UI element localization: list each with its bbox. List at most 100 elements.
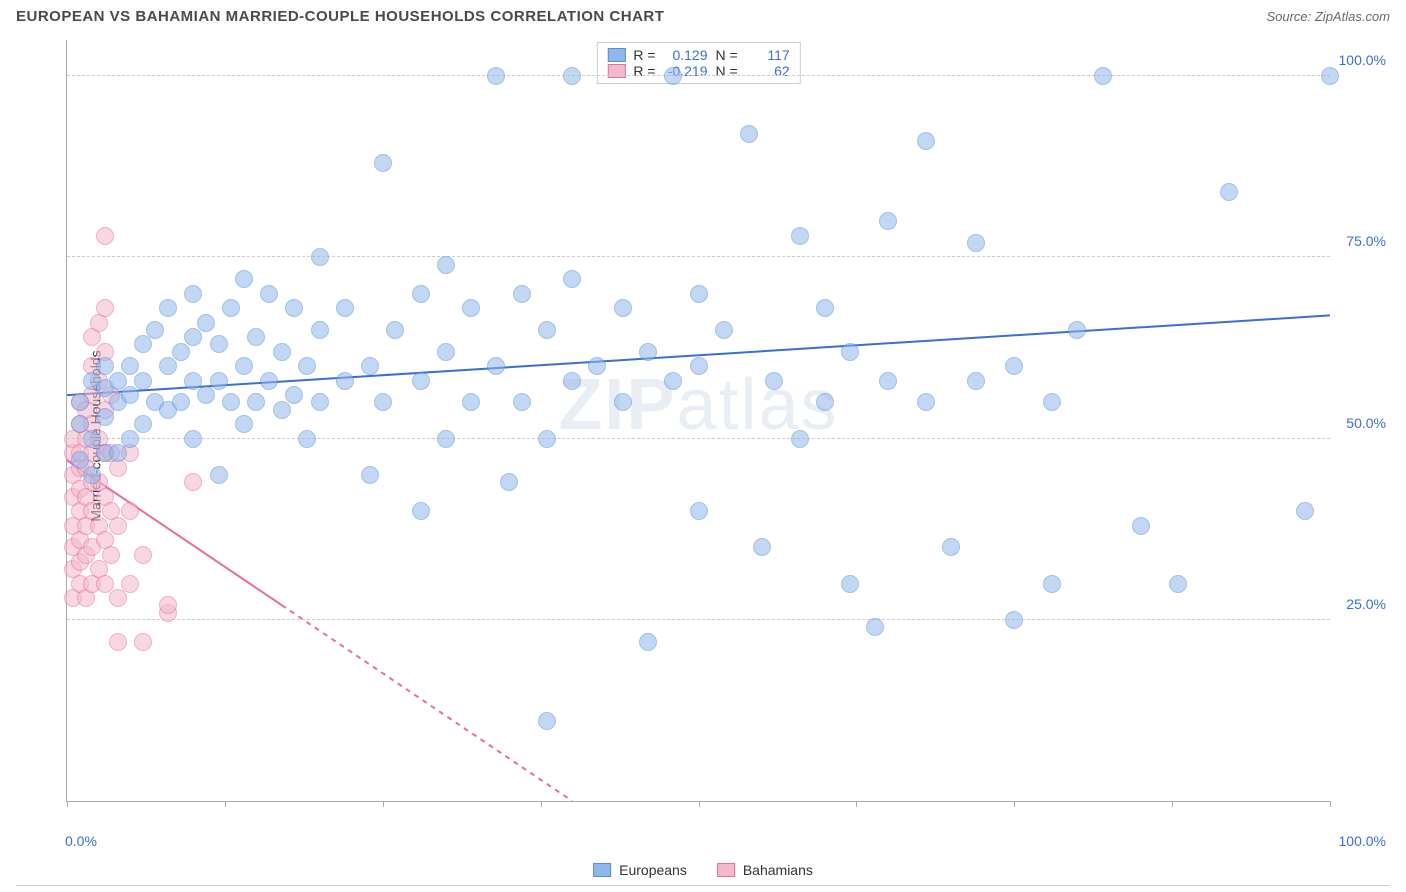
scatter-point xyxy=(96,408,114,426)
scatter-point xyxy=(1068,321,1086,339)
scatter-point xyxy=(172,393,190,411)
scatter-point xyxy=(1043,575,1061,593)
legend-label: Europeans xyxy=(619,862,687,878)
scatter-point xyxy=(235,270,253,288)
scatter-point xyxy=(500,473,518,491)
scatter-point xyxy=(1169,575,1187,593)
scatter-point xyxy=(967,234,985,252)
scatter-point xyxy=(109,589,127,607)
legend-label: Bahamians xyxy=(743,862,813,878)
scatter-point xyxy=(336,299,354,317)
stats-row: R =-0.219N =62 xyxy=(607,63,789,79)
x-tick xyxy=(67,801,68,807)
r-label: R = xyxy=(633,63,655,79)
scatter-point xyxy=(336,372,354,390)
scatter-point xyxy=(816,393,834,411)
scatter-point xyxy=(1296,502,1314,520)
scatter-point xyxy=(588,357,606,375)
scatter-point xyxy=(513,393,531,411)
x-tick-label: 100.0% xyxy=(1339,833,1386,849)
y-tick-label: 25.0% xyxy=(1346,596,1386,612)
scatter-point xyxy=(273,401,291,419)
scatter-point xyxy=(1005,357,1023,375)
scatter-point xyxy=(879,212,897,230)
scatter-point xyxy=(462,393,480,411)
scatter-point xyxy=(563,372,581,390)
scatter-point xyxy=(71,393,89,411)
scatter-point xyxy=(538,321,556,339)
scatter-point xyxy=(942,538,960,556)
chart-source: Source: ZipAtlas.com xyxy=(1266,9,1390,24)
scatter-point xyxy=(285,299,303,317)
scatter-point xyxy=(184,430,202,448)
scatter-point xyxy=(235,415,253,433)
scatter-point xyxy=(273,343,291,361)
scatter-point xyxy=(121,386,139,404)
scatter-point xyxy=(374,393,392,411)
x-tick xyxy=(1330,801,1331,807)
bottom-border xyxy=(16,885,1390,886)
scatter-point xyxy=(487,357,505,375)
scatter-point xyxy=(83,466,101,484)
scatter-point xyxy=(121,430,139,448)
n-value: 117 xyxy=(746,47,790,63)
scatter-point xyxy=(184,473,202,491)
x-tick xyxy=(225,801,226,807)
scatter-point xyxy=(109,444,127,462)
scatter-point xyxy=(412,285,430,303)
scatter-point xyxy=(791,227,809,245)
scatter-point xyxy=(159,596,177,614)
scatter-point xyxy=(210,466,228,484)
scatter-point xyxy=(879,372,897,390)
scatter-point xyxy=(412,502,430,520)
scatter-point xyxy=(298,430,316,448)
scatter-point xyxy=(184,285,202,303)
x-tick xyxy=(1014,801,1015,807)
scatter-point xyxy=(917,132,935,150)
bottom-legend: Europeans Bahamians xyxy=(593,862,813,878)
scatter-point xyxy=(96,299,114,317)
scatter-point xyxy=(690,285,708,303)
scatter-point xyxy=(690,502,708,520)
chart-title: EUROPEAN VS BAHAMIAN MARRIED-COUPLE HOUS… xyxy=(16,8,664,25)
watermark-thin: atlas xyxy=(676,365,838,445)
scatter-point xyxy=(102,546,120,564)
scatter-point xyxy=(210,335,228,353)
scatter-point xyxy=(134,633,152,651)
scatter-point xyxy=(462,299,480,317)
scatter-point xyxy=(841,575,859,593)
scatter-point xyxy=(715,321,733,339)
scatter-point xyxy=(690,357,708,375)
scatter-point xyxy=(386,321,404,339)
scatter-point xyxy=(487,67,505,85)
scatter-point xyxy=(146,321,164,339)
legend-item: Bahamians xyxy=(717,862,813,878)
scatter-point xyxy=(437,430,455,448)
swatch-icon xyxy=(593,863,611,877)
x-tick xyxy=(856,801,857,807)
scatter-point xyxy=(412,372,430,390)
scatter-point xyxy=(841,343,859,361)
r-value: 0.129 xyxy=(664,47,708,63)
scatter-point xyxy=(197,386,215,404)
x-tick-label: 0.0% xyxy=(65,833,97,849)
scatter-point xyxy=(247,328,265,346)
scatter-point xyxy=(614,299,632,317)
scatter-point xyxy=(134,335,152,353)
n-label: N = xyxy=(716,63,738,79)
scatter-point xyxy=(791,430,809,448)
scatter-point xyxy=(753,538,771,556)
n-value: 62 xyxy=(746,63,790,79)
scatter-point xyxy=(96,227,114,245)
scatter-point xyxy=(361,357,379,375)
scatter-point xyxy=(159,299,177,317)
gridline xyxy=(67,619,1330,620)
scatter-point xyxy=(1005,611,1023,629)
scatter-point xyxy=(816,299,834,317)
scatter-point xyxy=(298,357,316,375)
swatch-icon xyxy=(607,48,625,62)
scatter-point xyxy=(437,256,455,274)
gridline xyxy=(67,256,1330,257)
scatter-point xyxy=(917,393,935,411)
stats-row: R =0.129N =117 xyxy=(607,47,789,63)
